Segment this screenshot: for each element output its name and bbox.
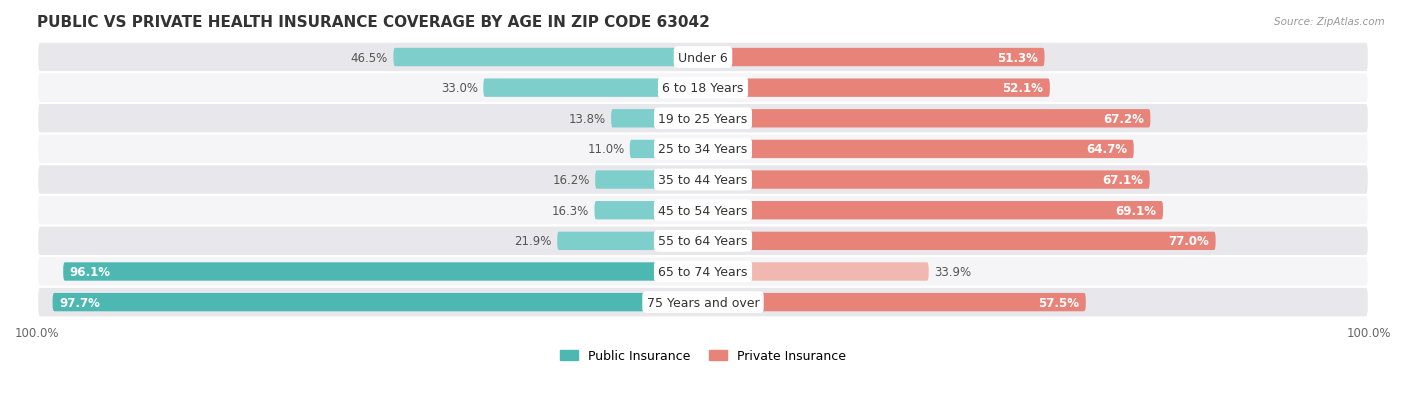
Text: 51.3%: 51.3% <box>997 51 1038 64</box>
FancyBboxPatch shape <box>484 79 703 97</box>
FancyBboxPatch shape <box>37 134 1369 165</box>
Text: 21.9%: 21.9% <box>515 235 553 248</box>
FancyBboxPatch shape <box>703 293 1085 311</box>
FancyBboxPatch shape <box>703 202 1163 220</box>
Text: 52.1%: 52.1% <box>1002 82 1043 95</box>
FancyBboxPatch shape <box>703 232 1216 250</box>
Text: 65 to 74 Years: 65 to 74 Years <box>658 265 748 278</box>
Text: 16.3%: 16.3% <box>553 204 589 217</box>
Text: 46.5%: 46.5% <box>352 51 388 64</box>
FancyBboxPatch shape <box>37 73 1369 104</box>
Text: 64.7%: 64.7% <box>1085 143 1128 156</box>
Text: 67.2%: 67.2% <box>1102 112 1143 126</box>
Text: 77.0%: 77.0% <box>1168 235 1209 248</box>
Text: 96.1%: 96.1% <box>70 265 111 278</box>
FancyBboxPatch shape <box>37 195 1369 226</box>
Text: 69.1%: 69.1% <box>1115 204 1156 217</box>
Text: 33.0%: 33.0% <box>441 82 478 95</box>
Text: 35 to 44 Years: 35 to 44 Years <box>658 173 748 187</box>
Text: 6 to 18 Years: 6 to 18 Years <box>662 82 744 95</box>
Text: 13.8%: 13.8% <box>568 112 606 126</box>
FancyBboxPatch shape <box>37 165 1369 195</box>
Text: 67.1%: 67.1% <box>1102 173 1143 187</box>
FancyBboxPatch shape <box>394 49 703 67</box>
FancyBboxPatch shape <box>63 263 703 281</box>
Text: PUBLIC VS PRIVATE HEALTH INSURANCE COVERAGE BY AGE IN ZIP CODE 63042: PUBLIC VS PRIVATE HEALTH INSURANCE COVER… <box>37 15 710 30</box>
FancyBboxPatch shape <box>703 110 1150 128</box>
FancyBboxPatch shape <box>557 232 703 250</box>
Text: 11.0%: 11.0% <box>588 143 624 156</box>
FancyBboxPatch shape <box>630 140 703 159</box>
Text: 19 to 25 Years: 19 to 25 Years <box>658 112 748 126</box>
FancyBboxPatch shape <box>37 256 1369 287</box>
FancyBboxPatch shape <box>703 171 1150 189</box>
Text: 16.2%: 16.2% <box>553 173 591 187</box>
Text: 75 Years and over: 75 Years and over <box>647 296 759 309</box>
Text: 97.7%: 97.7% <box>59 296 100 309</box>
Text: 55 to 64 Years: 55 to 64 Years <box>658 235 748 248</box>
FancyBboxPatch shape <box>37 287 1369 318</box>
FancyBboxPatch shape <box>595 171 703 189</box>
FancyBboxPatch shape <box>703 140 1133 159</box>
FancyBboxPatch shape <box>703 49 1045 67</box>
Text: Under 6: Under 6 <box>678 51 728 64</box>
FancyBboxPatch shape <box>595 202 703 220</box>
FancyBboxPatch shape <box>37 104 1369 134</box>
FancyBboxPatch shape <box>703 263 929 281</box>
Text: Source: ZipAtlas.com: Source: ZipAtlas.com <box>1274 17 1385 26</box>
Text: 25 to 34 Years: 25 to 34 Years <box>658 143 748 156</box>
Text: 33.9%: 33.9% <box>934 265 972 278</box>
FancyBboxPatch shape <box>703 79 1050 97</box>
FancyBboxPatch shape <box>37 226 1369 256</box>
Text: 45 to 54 Years: 45 to 54 Years <box>658 204 748 217</box>
FancyBboxPatch shape <box>37 43 1369 73</box>
Text: 57.5%: 57.5% <box>1038 296 1080 309</box>
FancyBboxPatch shape <box>52 293 703 311</box>
FancyBboxPatch shape <box>612 110 703 128</box>
Legend: Public Insurance, Private Insurance: Public Insurance, Private Insurance <box>555 344 851 367</box>
